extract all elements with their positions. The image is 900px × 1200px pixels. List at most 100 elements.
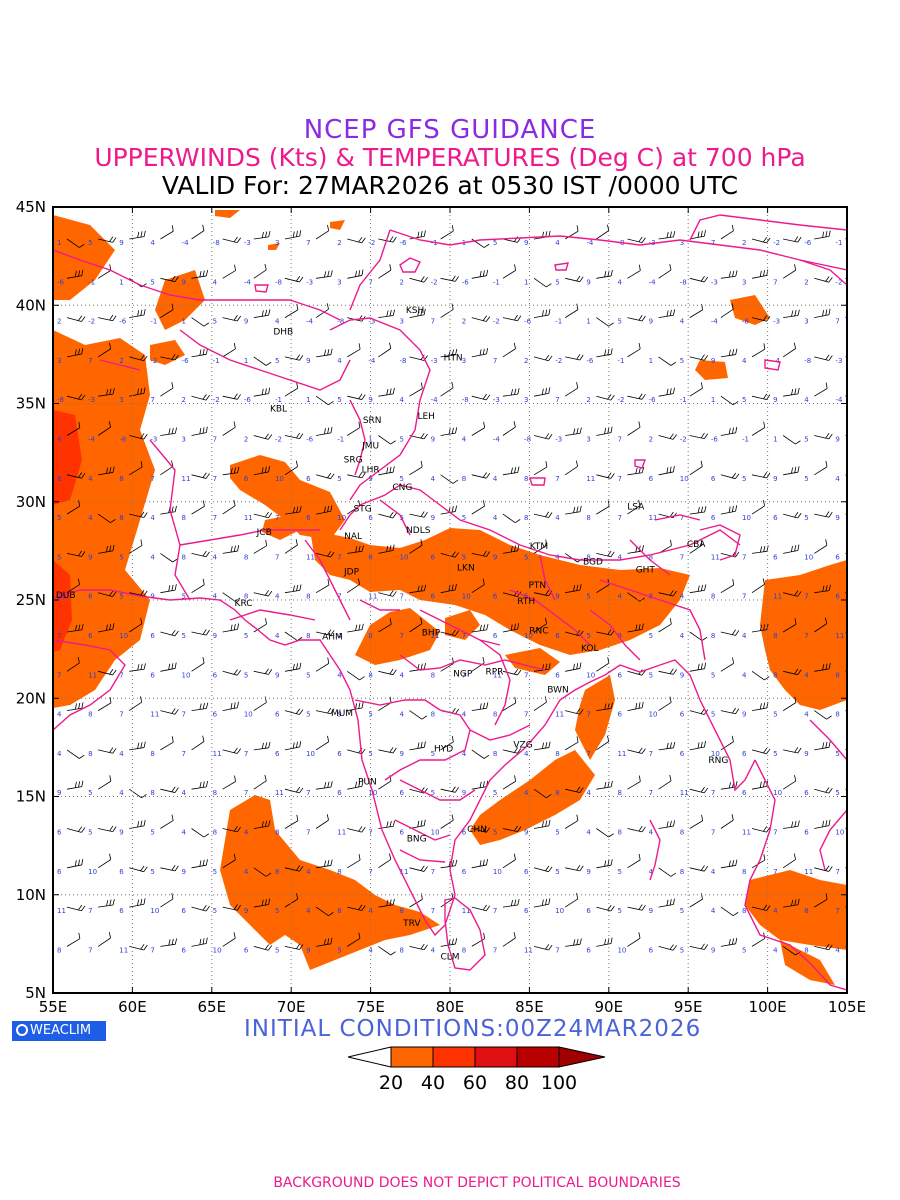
barb-flag [607, 427, 610, 434]
temperature-digit: 4 [804, 396, 809, 404]
barb-flag [604, 349, 607, 356]
temperature-digit: 5 [617, 318, 621, 326]
barb-flag [292, 506, 296, 514]
temperature-digit: 4 [244, 868, 249, 876]
temperature-digit: 9 [524, 829, 528, 837]
barb-staff [347, 395, 362, 400]
station-label: PUN [358, 778, 377, 788]
barb-flag [548, 819, 551, 826]
legend-label: 60 [463, 1072, 487, 1094]
barb-flag [607, 735, 610, 742]
barb-flag [140, 898, 143, 905]
barb-flag [420, 943, 425, 950]
station-label: BWN [547, 685, 569, 695]
barb-flag [265, 742, 268, 749]
temperature-digit: 2 [119, 357, 123, 365]
barb-staff [378, 393, 394, 397]
temperature-digit: 4 [742, 671, 747, 679]
barb-flag [264, 944, 269, 950]
barb-flag [417, 820, 420, 827]
barb-flag [81, 394, 86, 401]
barb-staff [751, 828, 767, 833]
barb-flag [759, 546, 763, 553]
barb-flag [205, 426, 208, 433]
barb-staff [502, 270, 516, 279]
barb-flag [202, 938, 205, 945]
barb-flag [199, 938, 202, 945]
temperature-digit: -4 [182, 239, 190, 247]
barb-staff [814, 388, 828, 397]
temperature-digit: 6 [711, 475, 716, 483]
temperature-digit: 7 [680, 514, 684, 522]
temperature-digit: 10 [462, 593, 471, 601]
barb-flag [700, 230, 703, 237]
temperature-digit: -6 [400, 239, 408, 247]
barb-flag [140, 461, 143, 468]
temperature-digit: -6 [57, 278, 65, 286]
barb-staff [284, 710, 300, 715]
barb-flag [791, 310, 794, 317]
barb-flag [233, 624, 236, 631]
barb-flag [330, 937, 333, 944]
barb-flag [514, 775, 517, 782]
barb-flag [451, 427, 454, 434]
barb-flag [700, 354, 705, 360]
barb-staff [596, 906, 611, 912]
barb-flag [389, 590, 394, 596]
barb-flag [517, 669, 522, 676]
barb-staff [596, 506, 610, 515]
barb-flag [857, 304, 858, 310]
barb-flag [296, 382, 299, 389]
barb-flag [205, 859, 208, 866]
barb-staff [222, 505, 236, 515]
barb-flag [797, 898, 800, 905]
barb-staff [347, 238, 362, 244]
barb-flag [420, 309, 423, 316]
temperature-digit: 11 [586, 475, 595, 483]
barb-staff [66, 353, 82, 358]
barb-flag [140, 539, 143, 546]
temperature-digit: 9 [150, 593, 154, 601]
barb-staff [658, 314, 674, 318]
barb-flag [327, 657, 330, 664]
barb-flag [205, 937, 208, 944]
barb-flag [854, 350, 855, 356]
barb-flag [857, 585, 858, 591]
barb-flag [78, 500, 81, 507]
lat-label: 10N [16, 886, 46, 904]
barb-flag [199, 271, 202, 278]
barb-flag [392, 387, 395, 394]
temperature-digit: 4 [119, 789, 124, 797]
temperature-digit: 10 [150, 907, 159, 915]
temperature-digit: -1 [337, 436, 344, 444]
temperature-digit: 6 [804, 789, 809, 797]
barb-staff [751, 238, 767, 244]
temperature-digit: 11 [400, 868, 409, 876]
barb-flag [199, 703, 202, 710]
barb-flag [386, 467, 389, 474]
temperature-digit: 9 [493, 553, 497, 561]
barb-flag [732, 860, 735, 867]
barb-flag [517, 466, 520, 473]
barb-flag [797, 512, 802, 519]
barb-staff [565, 788, 580, 793]
barb-staff [222, 670, 238, 676]
barb-staff [689, 589, 705, 594]
barb-flag [483, 243, 490, 248]
temperature-digit: 4 [88, 514, 93, 522]
barb-flag [451, 225, 454, 232]
legend-label: 20 [379, 1072, 403, 1094]
barb-flag [797, 544, 800, 551]
barb-flag [763, 270, 765, 277]
temperature-digit: 11 [462, 907, 471, 915]
barb-flag [292, 663, 295, 670]
barb-staff [502, 348, 516, 358]
barb-flag [451, 303, 454, 310]
temperature-digit: 7 [835, 868, 839, 876]
barb-flag [264, 696, 267, 703]
barb-flag [791, 545, 793, 552]
barb-flag [825, 309, 828, 316]
barb-flag [607, 781, 610, 788]
barb-flag [299, 584, 302, 591]
station-label: RTH [517, 597, 535, 607]
